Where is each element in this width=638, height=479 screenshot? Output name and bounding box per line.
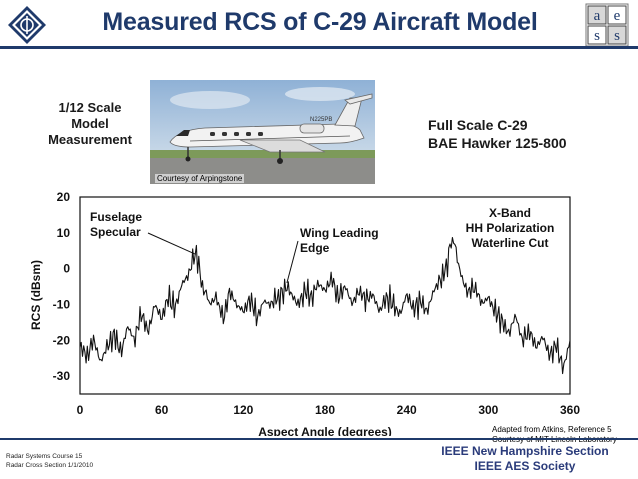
annotation-label: Edge xyxy=(300,241,330,255)
annotation-label: Waterline Cut xyxy=(472,236,549,250)
plot-frame xyxy=(79,196,571,395)
ieee-logo xyxy=(6,4,48,46)
course-footer-line: Radar Systems Course 15 xyxy=(6,453,83,460)
annotation-label: X-Band xyxy=(489,206,531,220)
x-tick-label: 60 xyxy=(155,403,169,417)
x-tick-label: 0 xyxy=(77,403,84,417)
aess-logo-letter: a xyxy=(594,8,601,24)
full-scale-line: BAE Hawker 125-800 xyxy=(428,135,567,151)
header-rule xyxy=(0,46,638,49)
x-tick-label: 300 xyxy=(478,403,498,417)
society-footer-line: IEEE AES Society xyxy=(474,459,576,473)
aess-logo: a e s s xyxy=(585,3,629,47)
x-axis-label: Aspect Angle (degrees) xyxy=(258,425,392,436)
y-axis-label: RCS (dBsm) xyxy=(29,260,43,330)
y-tick-labels: 20 10 0 -10 -20 -30 xyxy=(53,190,71,383)
y-tick-label: -20 xyxy=(53,333,71,347)
aess-logo-letter: s xyxy=(594,28,600,44)
aess-logo-letter: e xyxy=(614,8,621,24)
course-footer: Radar Systems Course 15 Radar Cross Sect… xyxy=(6,452,93,470)
model-label-line: Model xyxy=(71,116,109,131)
photo-credit: Courtesy of Arpingstone xyxy=(155,174,245,183)
rcs-series-line xyxy=(79,236,571,375)
aircraft-photo: N225PB xyxy=(150,80,375,184)
model-label-line: Measurement xyxy=(48,132,132,147)
adapted-note-line: Adapted from Atkins, Reference 5 xyxy=(492,425,612,434)
model-label-line: 1/12 Scale xyxy=(58,100,122,115)
course-footer-line: Radar Cross Section 1/1/2010 xyxy=(6,462,94,469)
y-tick-label: 20 xyxy=(57,190,71,204)
annotation-label: Wing Leading xyxy=(300,226,379,240)
slide-title: Measured RCS of C-29 Aircraft Model xyxy=(102,8,538,36)
x-tick-label: 240 xyxy=(397,403,417,417)
aess-logo-letter: s xyxy=(614,28,620,44)
adapted-note: Adapted from Atkins, Reference 5 Courtes… xyxy=(492,425,617,445)
full-scale-label: Full Scale C-29 BAE Hawker 125-800 xyxy=(428,116,567,152)
tail-number: N225PB xyxy=(310,117,332,123)
y-tick-label: -30 xyxy=(53,369,71,383)
y-tick-label: -10 xyxy=(53,297,71,311)
model-measurement-label: 1/12 Scale Model Measurement xyxy=(36,100,144,148)
footer-rule xyxy=(0,438,638,440)
society-footer-line: IEEE New Hampshire Section xyxy=(441,444,609,458)
full-scale-line: Full Scale C-29 xyxy=(428,117,528,133)
annotation-label: Fuselage xyxy=(90,210,142,224)
society-footer: IEEE New Hampshire Section IEEE AES Soci… xyxy=(425,444,625,474)
x-tick-label: 180 xyxy=(315,403,335,417)
y-tick-label: 0 xyxy=(63,262,70,276)
x-tick-label: 120 xyxy=(233,403,253,417)
y-tick-label: 10 xyxy=(57,226,71,240)
x-tick-labels: 0 60 120 180 240 300 360 xyxy=(77,403,581,417)
annotation-label: Specular xyxy=(90,225,141,239)
annotation-leader xyxy=(286,240,299,284)
rcs-chart: 20 10 0 -10 -20 -30 0 60 120 180 240 300 360 Fusela… xyxy=(0,186,638,439)
x-tick-label: 360 xyxy=(560,403,580,417)
annotation-label: HH Polarization xyxy=(466,221,555,235)
annotation-leader xyxy=(147,232,196,255)
